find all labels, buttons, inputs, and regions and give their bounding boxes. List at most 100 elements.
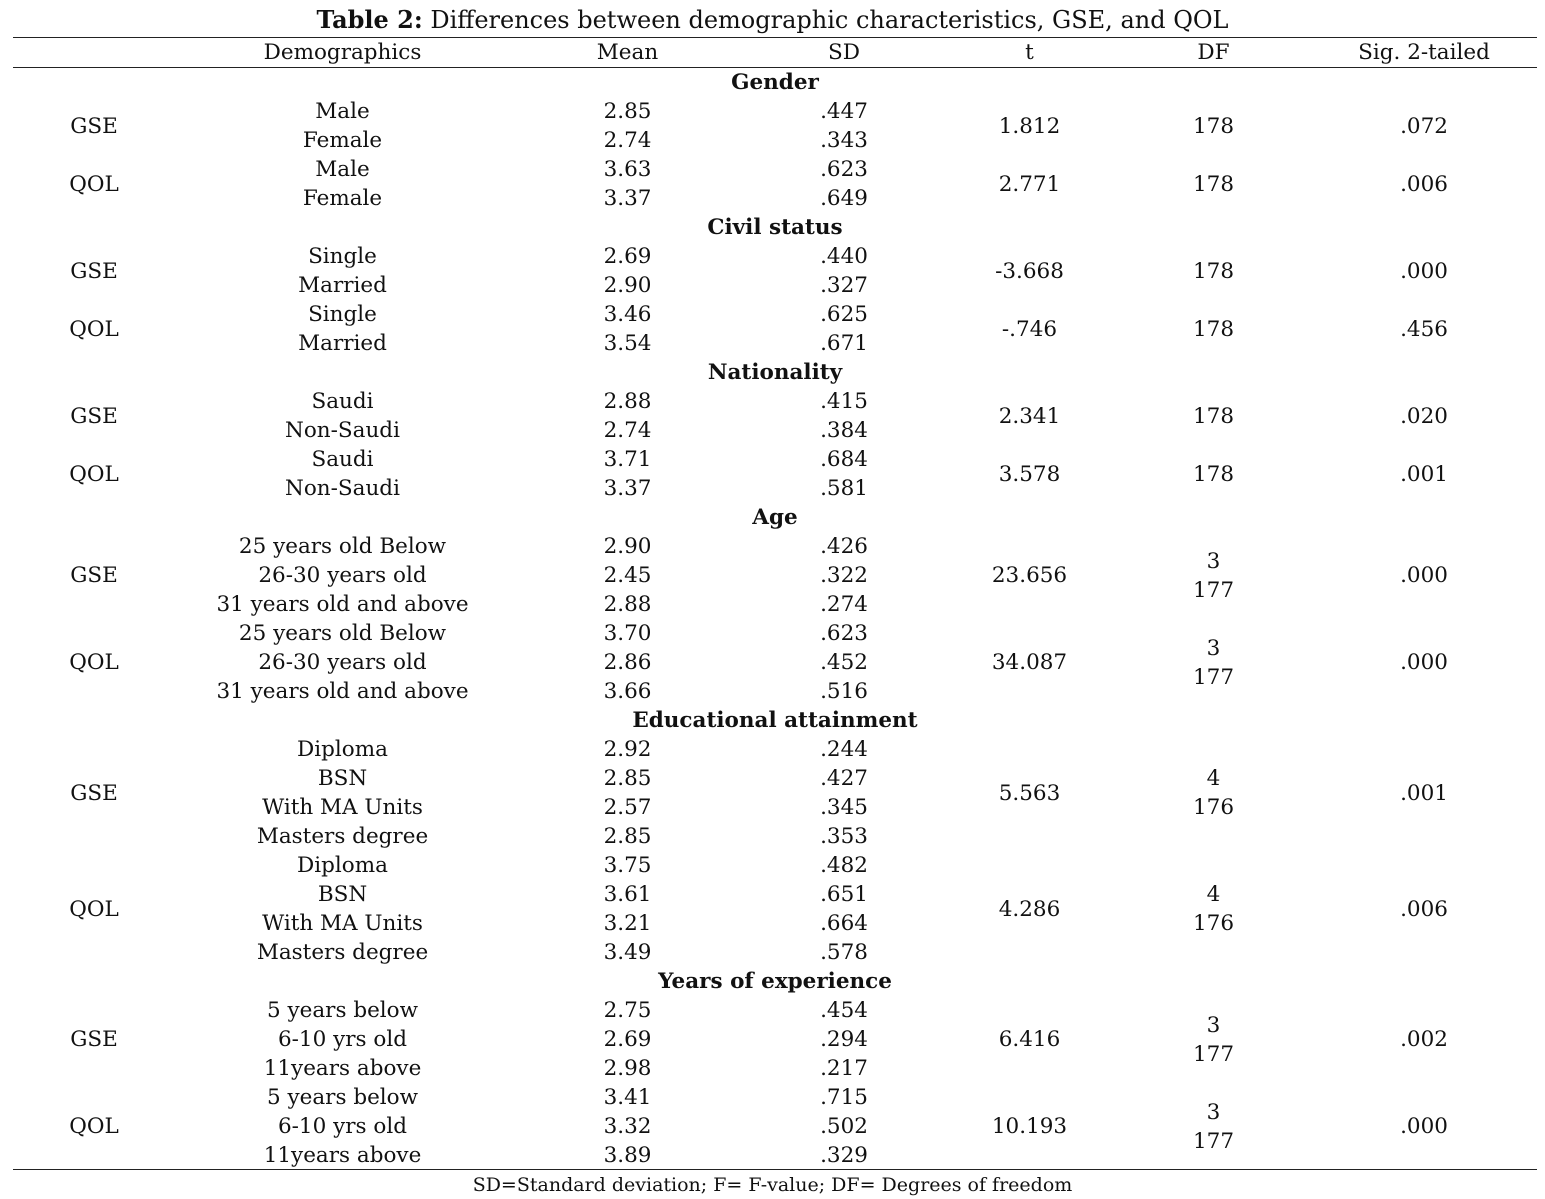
demographic-cell: Diploma bbox=[297, 853, 388, 878]
mean-cell: 3.66 bbox=[603, 679, 652, 704]
sd-cell: .353 bbox=[820, 824, 868, 849]
section-title: Age bbox=[752, 505, 798, 530]
table-row: 26-30 years old 2.86 .452 bbox=[13, 648, 1537, 677]
section-title: Educational attainment bbox=[632, 708, 918, 733]
table-row: 6-10 yrs old 2.69 .294 bbox=[13, 1025, 1537, 1054]
sig-cell: .006 bbox=[1400, 171, 1448, 197]
table-footnote: SD=Standard deviation; F= F-value; DF= D… bbox=[472, 1174, 1073, 1196]
sd-cell: .502 bbox=[820, 1114, 868, 1139]
demographic-cell: Single bbox=[308, 244, 377, 269]
df-value: 178 bbox=[1192, 403, 1235, 429]
bottom-rule bbox=[13, 1169, 1537, 1170]
sd-cell: .217 bbox=[820, 1056, 868, 1081]
sig-cell: .006 bbox=[1400, 896, 1448, 922]
sig-cell: .072 bbox=[1400, 113, 1448, 139]
table-row: GSE 25 years old Below 2.90 .426 23.656 3 177.… bbox=[13, 532, 1537, 603]
demographic-cell: 6-10 yrs old bbox=[277, 1114, 407, 1139]
demographic-cell: Female bbox=[302, 128, 383, 153]
header-sig: Sig. 2-tailed bbox=[1358, 40, 1490, 65]
table-row: QOL Diploma 3.75 .482 4.286 4 176 .006 bbox=[13, 851, 1537, 936]
mean-cell: 3.61 bbox=[603, 882, 652, 907]
table-caption-text: Differences between demographic characte… bbox=[430, 6, 1229, 34]
t-cell: 34.087 bbox=[991, 650, 1068, 675]
sig-cell: .001 bbox=[1400, 780, 1448, 806]
demographic-cell: With MA Units bbox=[262, 911, 423, 936]
measure-cell: GSE bbox=[70, 403, 118, 429]
table-row: GSE Single 2.69 .440 -3.668 178 .000 bbox=[13, 242, 1537, 284]
demographic-cell: 31 years old and above bbox=[216, 592, 469, 617]
demographic-cell: Masters degree bbox=[256, 940, 429, 965]
t-cell: 6.416 bbox=[998, 1027, 1061, 1052]
sig-cell: .000 bbox=[1400, 563, 1448, 588]
demographic-cell: 26-30 years old bbox=[258, 650, 427, 675]
table-row: 31 years old and above 2.88 .274 bbox=[13, 590, 1537, 619]
sd-cell: .329 bbox=[820, 1143, 868, 1168]
table-row: Female 3.37 .649 bbox=[13, 184, 1537, 213]
sd-cell: .715 bbox=[820, 1085, 868, 1110]
df-value: 177 bbox=[1192, 577, 1235, 603]
df-value: 178 bbox=[1192, 171, 1235, 197]
mean-cell: 3.41 bbox=[603, 1085, 652, 1110]
measure-cell: QOL bbox=[69, 316, 119, 342]
sd-cell: .671 bbox=[820, 331, 868, 356]
df-value: 178 bbox=[1192, 461, 1235, 487]
section-title: Gender bbox=[731, 70, 819, 95]
df-value: 177 bbox=[1192, 1041, 1235, 1067]
t-cell: 4.286 bbox=[998, 896, 1061, 922]
measure-cell: GSE bbox=[70, 258, 118, 284]
header-rule bbox=[13, 67, 1537, 68]
top-rule bbox=[13, 37, 1537, 38]
sd-cell: .625 bbox=[820, 302, 868, 327]
df-cell: 4 176 bbox=[1116, 735, 1311, 851]
mean-cell: 3.21 bbox=[603, 911, 652, 936]
mean-cell: 2.85 bbox=[603, 766, 652, 791]
demographic-cell: 31 years old and above bbox=[216, 679, 469, 704]
t-cell: -.746 bbox=[1001, 316, 1058, 342]
demographic-cell: With MA Units bbox=[262, 795, 423, 820]
measure-cell: QOL bbox=[69, 461, 119, 487]
sd-cell: .322 bbox=[820, 563, 868, 588]
mean-cell: 3.54 bbox=[603, 331, 652, 356]
table-row: Masters degree 3.49 .578 bbox=[13, 938, 1537, 967]
mean-cell: 3.37 bbox=[603, 186, 652, 211]
df-value: 176 bbox=[1192, 795, 1235, 820]
table-row: 11years above 3.89 .329 bbox=[13, 1141, 1537, 1170]
measure-cell: QOL bbox=[69, 896, 119, 922]
section-row: Nationality bbox=[13, 358, 1537, 387]
header-row: Demographics Mean SD t DF Sig. 2-tailed bbox=[13, 38, 1537, 68]
mean-cell: 2.98 bbox=[603, 1056, 652, 1081]
sd-cell: .516 bbox=[820, 679, 868, 704]
sd-cell: .623 bbox=[820, 157, 868, 182]
demographic-cell: 25 years old Below bbox=[238, 534, 447, 559]
demographic-cell: Diploma bbox=[297, 737, 388, 762]
header-df: DF bbox=[1197, 40, 1230, 65]
table-row: Married 2.90 .327 bbox=[13, 271, 1537, 300]
t-cell: -3.668 bbox=[995, 258, 1064, 284]
df-value: 3 bbox=[1206, 1012, 1221, 1038]
table-row: GSE 5 years below 2.75 .454 6.416 3 177 .002 bbox=[13, 996, 1537, 1067]
df-value: 3 bbox=[1206, 1099, 1221, 1125]
sd-cell: .623 bbox=[820, 621, 868, 646]
df-cell: 178 bbox=[1116, 300, 1311, 358]
mean-cell: 2.90 bbox=[603, 273, 652, 298]
mean-cell: 2.92 bbox=[603, 737, 652, 762]
measure-cell: QOL bbox=[69, 171, 119, 197]
df-value: 4 bbox=[1206, 882, 1221, 907]
sd-cell: .454 bbox=[820, 998, 868, 1023]
header-sd: SD bbox=[828, 40, 860, 65]
demographic-cell: Non-Saudi bbox=[285, 476, 400, 501]
sd-cell: .343 bbox=[820, 128, 868, 153]
df-value: 4 bbox=[1206, 766, 1221, 791]
table-caption: Table 2: Differences between demographic… bbox=[0, 4, 1545, 36]
df-value: 178 bbox=[1192, 258, 1235, 284]
mean-cell: 2.69 bbox=[603, 1027, 652, 1052]
table-row: With MA Units 3.21 .664 bbox=[13, 909, 1537, 938]
sig-cell: .001 bbox=[1400, 461, 1448, 487]
table-row: Married 3.54 .671 bbox=[13, 329, 1537, 358]
demographic-cell: Male bbox=[315, 99, 370, 124]
mean-cell: 2.86 bbox=[603, 650, 652, 675]
df-value: 178 bbox=[1192, 316, 1235, 342]
demographic-cell: Single bbox=[308, 302, 377, 327]
mean-cell: 2.69 bbox=[603, 244, 652, 269]
df-cell: 3 177 bbox=[1116, 532, 1311, 619]
